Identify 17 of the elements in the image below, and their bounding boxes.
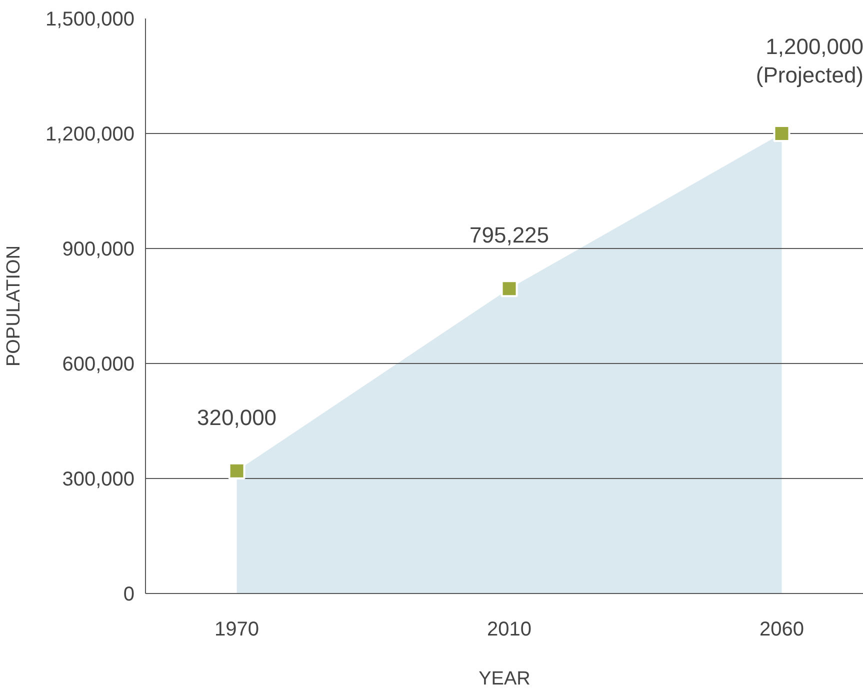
x-tick-label: 2060	[760, 618, 804, 640]
y-tick-label: 1,500,000	[46, 8, 135, 30]
y-tick-label: 900,000	[62, 238, 134, 260]
x-axis-title: YEAR	[478, 668, 530, 690]
point	[773, 125, 790, 142]
x-tick-label: 2010	[487, 618, 532, 640]
y-tick-label: 600,000	[62, 354, 134, 376]
data-label: 1,200,000 (Projected)	[756, 34, 863, 88]
y-tick-label: 0	[123, 584, 134, 606]
data-label: 320,000	[197, 404, 277, 430]
y-tick-label: 300,000	[62, 468, 134, 490]
point	[228, 462, 246, 480]
y-axis-title: POPULATION	[4, 245, 25, 367]
point	[500, 280, 518, 298]
x-tick-label: 1970	[214, 618, 260, 640]
y-tick-label: 1,200,000	[46, 124, 135, 146]
data-label: 795,225	[470, 222, 550, 248]
